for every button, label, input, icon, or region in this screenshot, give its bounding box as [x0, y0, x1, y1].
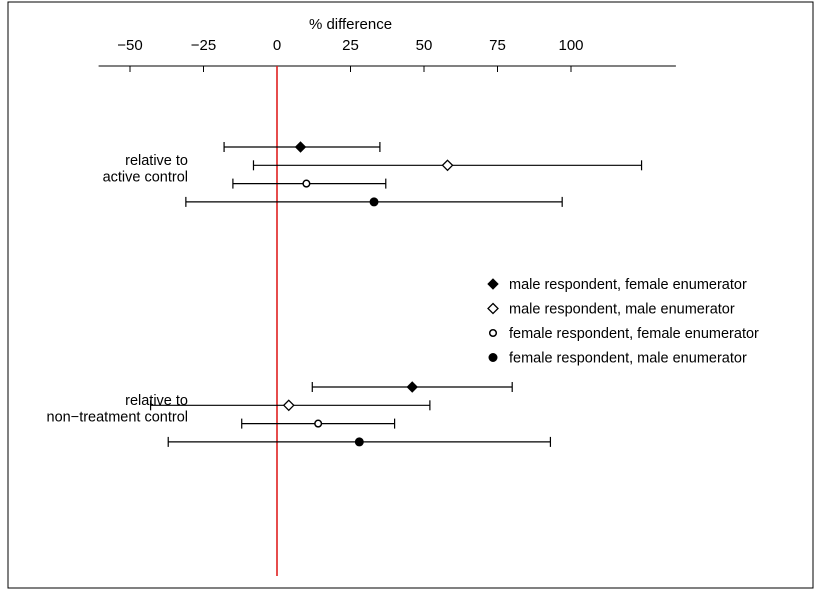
estimate-row: [252, 159, 643, 172]
legend: male respondent, female enumerator male r…: [487, 277, 759, 367]
estimate-point: [314, 419, 323, 428]
estimate-row: [232, 178, 387, 189]
x-tick-label: 75: [489, 37, 506, 54]
group-label-line: non−treatment control: [47, 410, 188, 426]
x-axis: −50 −25 0 25 50 75 100 % difference: [98, 16, 676, 72]
estimate-row: [185, 196, 563, 207]
estimate-point: [302, 179, 311, 188]
legend-entry: male respondent, male enumerator: [509, 302, 735, 318]
group-label-line: active control: [103, 170, 188, 186]
estimate-point: [369, 197, 379, 207]
estimate-point: [406, 381, 418, 393]
estimate-row: [311, 381, 513, 393]
x-tick-label: 50: [416, 37, 433, 54]
estimate-row: [223, 141, 381, 153]
estimate-row: [149, 399, 431, 412]
x-axis-label: % difference: [309, 16, 392, 33]
estimate-point: [294, 141, 307, 153]
estimate-row: [167, 436, 552, 447]
legend-marker: [488, 328, 498, 338]
x-tick-label: 0: [273, 37, 281, 54]
legend-entry: female respondent, male enumerator: [509, 351, 747, 367]
estimate-point: [354, 437, 364, 447]
group-label-line: relative to: [125, 393, 188, 409]
legend-marker: [487, 302, 499, 315]
x-tick-label: 25: [342, 37, 359, 54]
legend-marker: [487, 278, 499, 290]
estimate-marks: [149, 141, 643, 447]
plot-frame: [7, 1, 814, 589]
group-label-line: relative to: [125, 153, 188, 169]
legend-entry: male respondent, female enumerator: [509, 277, 747, 293]
estimate-point: [282, 399, 295, 412]
legend-entry: female respondent, female enumerator: [509, 326, 759, 342]
x-tick-label: 100: [558, 37, 583, 54]
x-tick-label: −50: [117, 37, 142, 54]
estimate-row: [241, 418, 396, 429]
estimate-point: [441, 159, 454, 172]
x-tick-label: −25: [191, 37, 216, 54]
legend-marker: [488, 353, 498, 362]
